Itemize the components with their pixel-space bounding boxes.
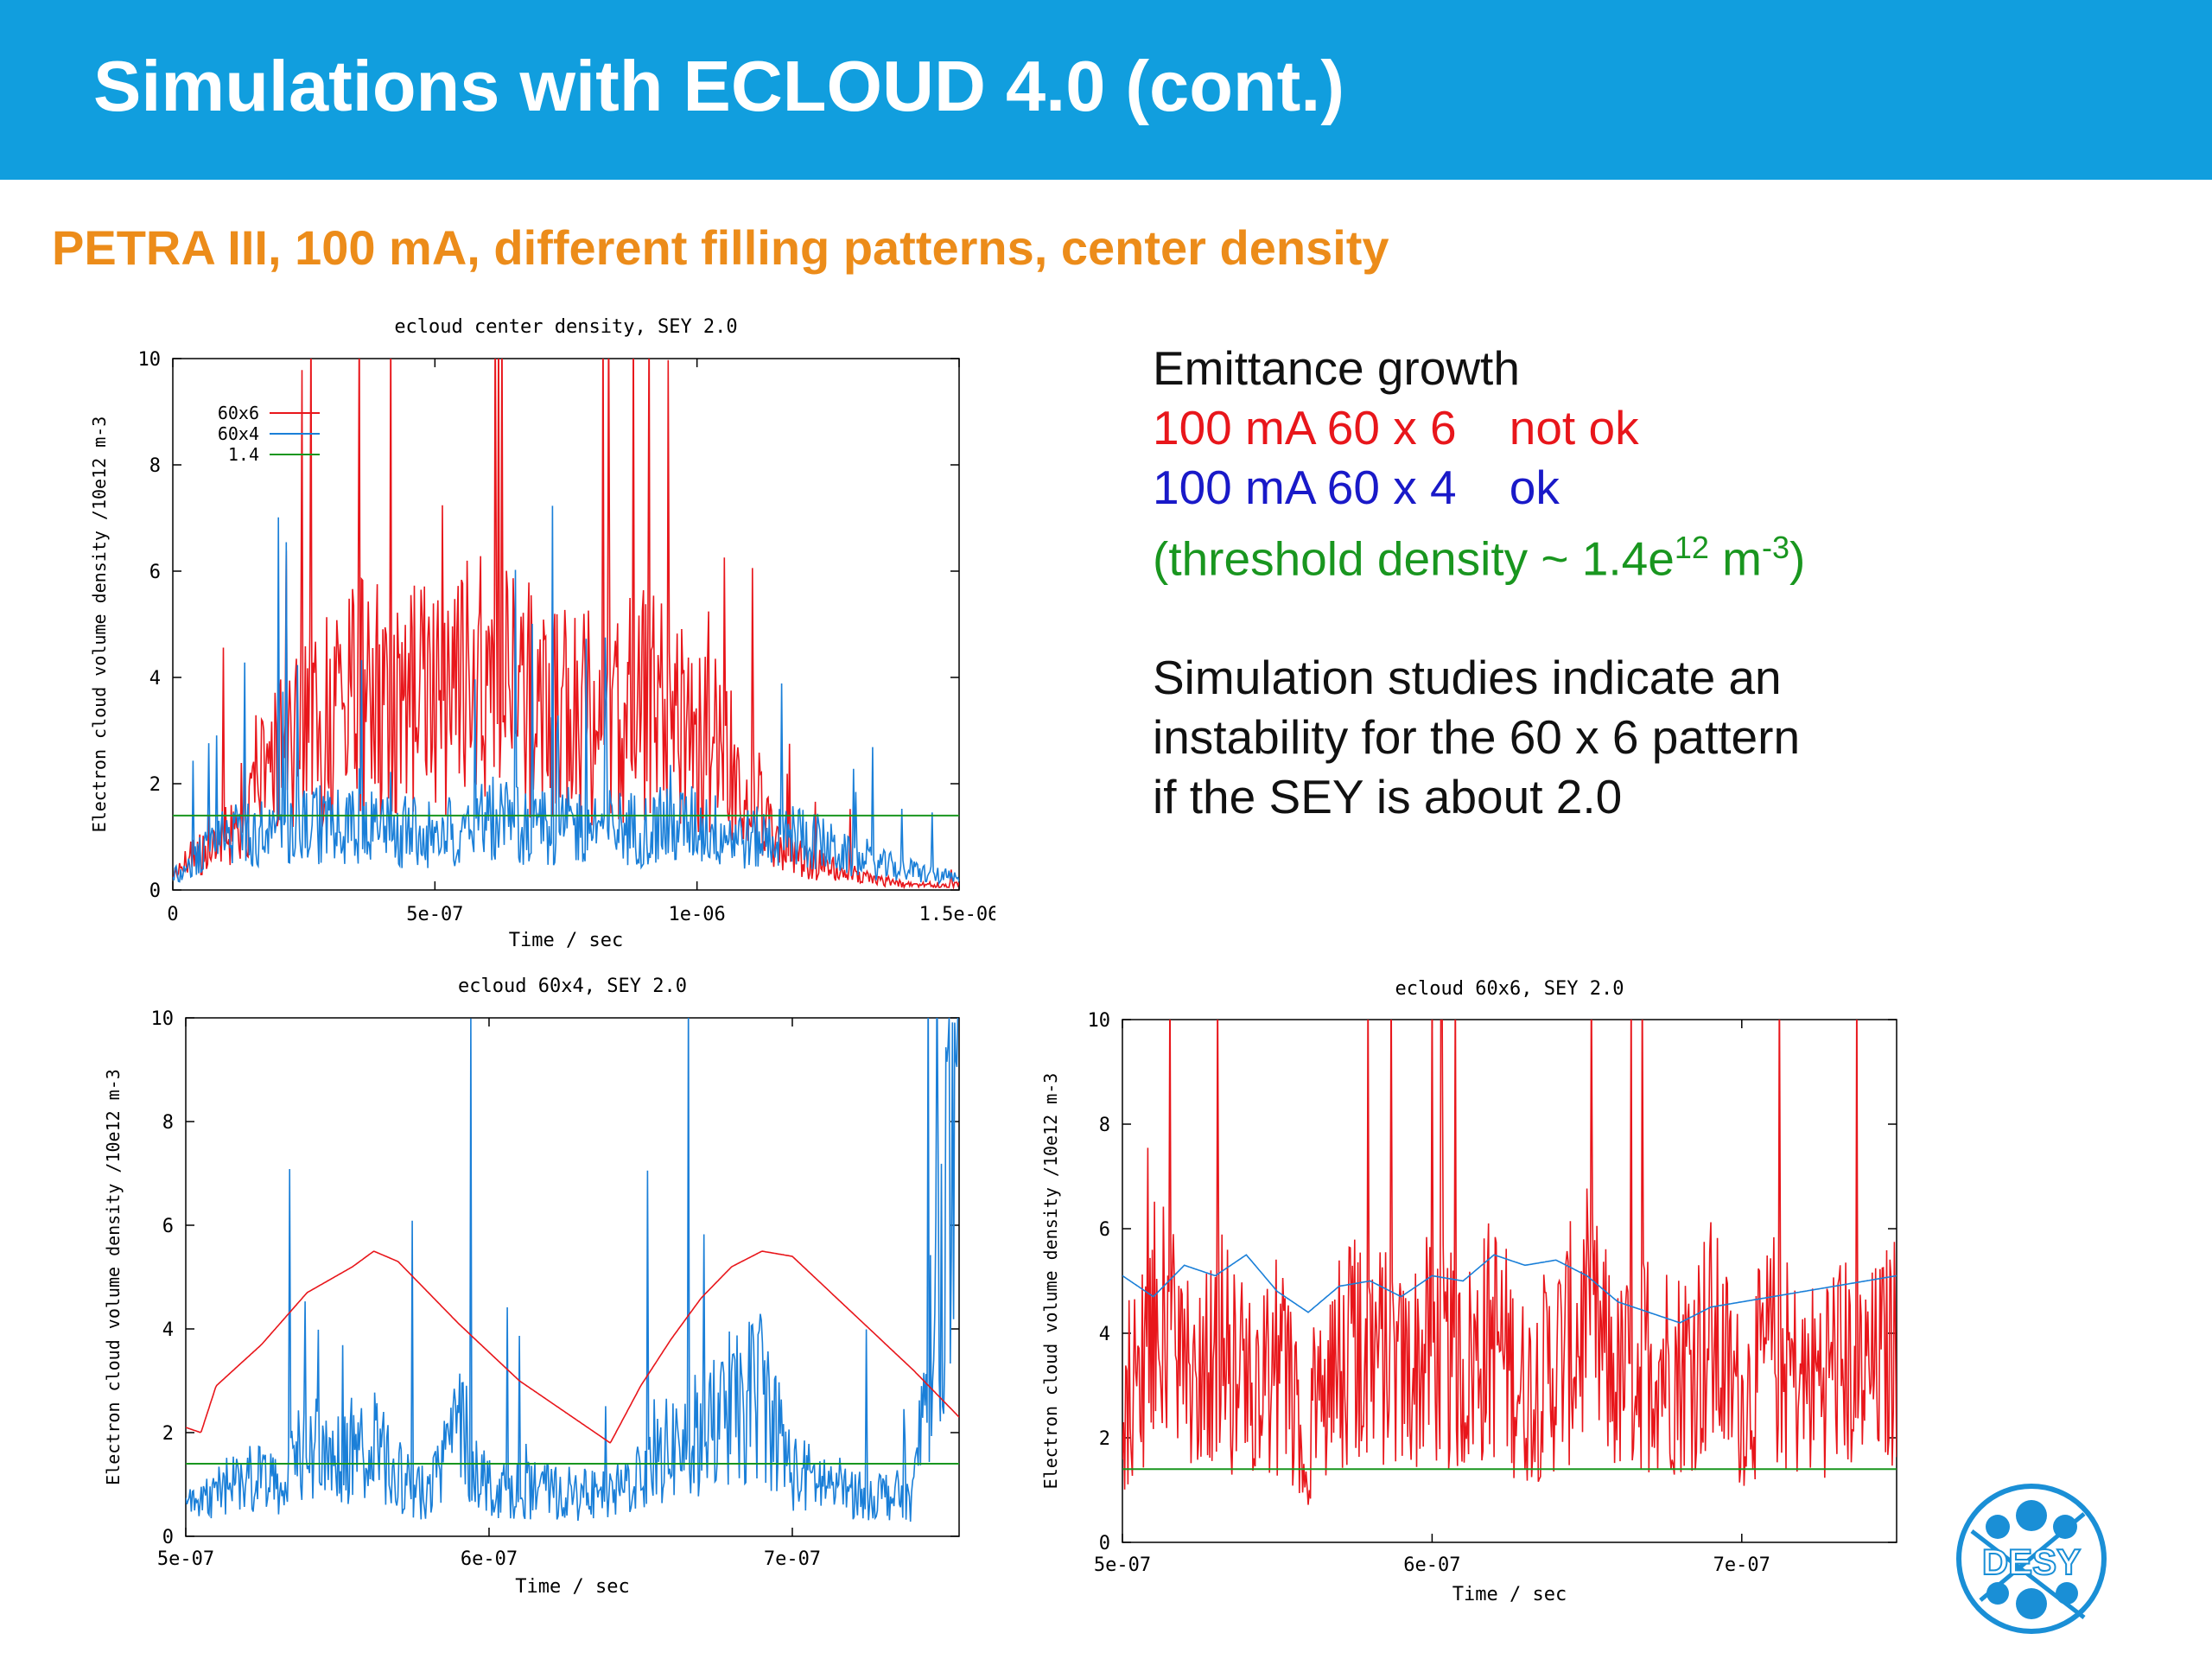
x-tick-label: 6e-07 — [461, 1548, 518, 1570]
x-tick-label: 5e-07 — [157, 1548, 214, 1570]
y-tick-label: 4 — [162, 1319, 174, 1341]
y-tick-label: 8 — [162, 1112, 174, 1134]
plot-area — [186, 1018, 959, 1522]
y-tick-label: 8 — [149, 455, 161, 477]
y-tick-label: 2 — [1099, 1428, 1110, 1450]
slide-subtitle: PETRA III, 100 mA, different filling pat… — [52, 220, 1389, 275]
y-tick-label: 0 — [1099, 1533, 1110, 1554]
plot-frame — [185, 1017, 960, 1537]
result-60x4-label: 100 mA 60 x 4 — [1153, 461, 1457, 514]
x-tick-label: 7e-07 — [1713, 1554, 1770, 1576]
result-60x4-status: ok — [1509, 461, 1560, 514]
desy-logo-icon: DESY — [1956, 1484, 2107, 1634]
x-axis-label: Time / sec — [515, 1576, 629, 1598]
y-tick-label: 4 — [1099, 1324, 1110, 1345]
desy-logo-text: DESY — [1982, 1541, 2081, 1582]
series-line-60x4 — [173, 505, 959, 886]
y-tick-label: 0 — [162, 1527, 174, 1548]
threshold-unit: m — [1708, 531, 1763, 586]
conclusion-line-2: instability for the 60 x 6 pattern — [1153, 710, 1801, 765]
x-tick-label: 1.5e-06 — [919, 904, 995, 925]
emittance-heading: Emittance growth — [1153, 341, 1520, 395]
y-axis-label: Electron cloud volume density /10e12 m-3 — [1040, 1073, 1061, 1490]
x-tick-label: 6e-07 — [1403, 1554, 1460, 1576]
legend-label: 60x4 — [218, 423, 259, 444]
y-tick-label: 8 — [1099, 1115, 1110, 1136]
x-tick-label: 5e-07 — [1094, 1554, 1151, 1576]
slide-title: Simulations with ECLOUD 4.0 (cont.) — [93, 46, 1344, 126]
series-line-1 — [186, 1250, 959, 1444]
threshold-close: ) — [1789, 531, 1806, 586]
threshold-unit-exp: -3 — [1762, 530, 1790, 565]
y-tick-label: 6 — [149, 562, 161, 583]
threshold-exp: 12 — [1674, 530, 1709, 565]
x-axis-label: Time / sec — [509, 930, 623, 951]
series-line-0 — [186, 1018, 959, 1522]
chart-title: ecloud 60x4, SEY 2.0 — [458, 976, 687, 997]
title-bar: Simulations with ECLOUD 4.0 (cont.) — [0, 0, 2212, 180]
result-60x4: 100 mA 60 x 4 ok — [1153, 458, 2146, 518]
y-tick-label: 2 — [162, 1423, 174, 1445]
result-60x6: 100 mA 60 x 6 not ok — [1153, 398, 2146, 458]
y-axis-label: Electron cloud volume density /10e12 m-3 — [89, 416, 110, 833]
chart-60x6: 0 2 4 6 8 10 5e-07 6e-07 7e-07 ecloud 60x6, SEY 2… — [1033, 972, 1914, 1616]
desy-logo: DESY — [1955, 1479, 2108, 1638]
y-tick-label: 6 — [1099, 1219, 1110, 1241]
threshold-text: (threshold density ~ 1.4e — [1153, 531, 1675, 586]
x-tick-label: 5e-07 — [406, 904, 463, 925]
chart-title: ecloud 60x6, SEY 2.0 — [1395, 978, 1624, 1000]
series-line-1 — [1122, 1254, 1897, 1324]
chart-60x4: 0 2 4 6 8 10 5e-07 6e-07 7e-07 ecloud 60x4, SEY 2… — [95, 966, 985, 1605]
series-line-0 — [1122, 1020, 1897, 1505]
legend-label: 1.4 — [228, 444, 259, 465]
chart-60x6-svg: 0 2 4 6 8 10 5e-07 6e-07 7e-07 ecloud 60x6, SEY 2… — [1040, 978, 1897, 1605]
y-axis-label: Electron cloud volume density /10e12 m-3 — [103, 1069, 124, 1485]
y-tick-label: 0 — [149, 880, 161, 902]
x-tick-label: 7e-07 — [764, 1548, 821, 1570]
x-axis-label: Time / sec — [1452, 1584, 1567, 1605]
legend-label: 60x6 — [218, 403, 259, 423]
chart-title: ecloud center density, SEY 2.0 — [394, 316, 737, 338]
chart-center-density: 0 2 4 6 8 10 0 5e-07 1e-06 1.5e-06 ecloud center d… — [79, 307, 995, 959]
y-tick-label: 10 — [151, 1008, 175, 1030]
x-tick-label: 0 — [167, 904, 178, 925]
chart-60x4-svg: 0 2 4 6 8 10 5e-07 6e-07 7e-07 ecloud 60x4, SEY 2… — [103, 976, 960, 1598]
x-tick-label: 1e-06 — [669, 904, 726, 925]
threshold-note: (threshold density ~ 1.4e12 m-3) — [1153, 518, 2146, 588]
y-tick-label: 2 — [149, 774, 161, 796]
conclusion-line-3: if the SEY is about 2.0 — [1153, 770, 1623, 824]
series-line-60x6 — [173, 359, 959, 890]
plot-area — [1122, 1020, 1897, 1505]
y-tick-label: 10 — [1088, 1010, 1111, 1032]
plot-area — [173, 359, 959, 890]
y-tick-label: 6 — [162, 1216, 174, 1237]
result-60x6-status: not ok — [1509, 401, 1639, 454]
y-tick-label: 10 — [138, 349, 162, 371]
info-text: Emittance growth 100 mA 60 x 6 not ok 10… — [1153, 339, 2146, 827]
y-tick-label: 4 — [149, 668, 161, 690]
conclusion-line-1: Simulation studies indicate an — [1153, 651, 1782, 705]
result-60x6-label: 100 mA 60 x 6 — [1153, 401, 1457, 454]
chart-center-density-svg: 0 2 4 6 8 10 0 5e-07 1e-06 1.5e-06 ecloud center d… — [89, 316, 995, 951]
